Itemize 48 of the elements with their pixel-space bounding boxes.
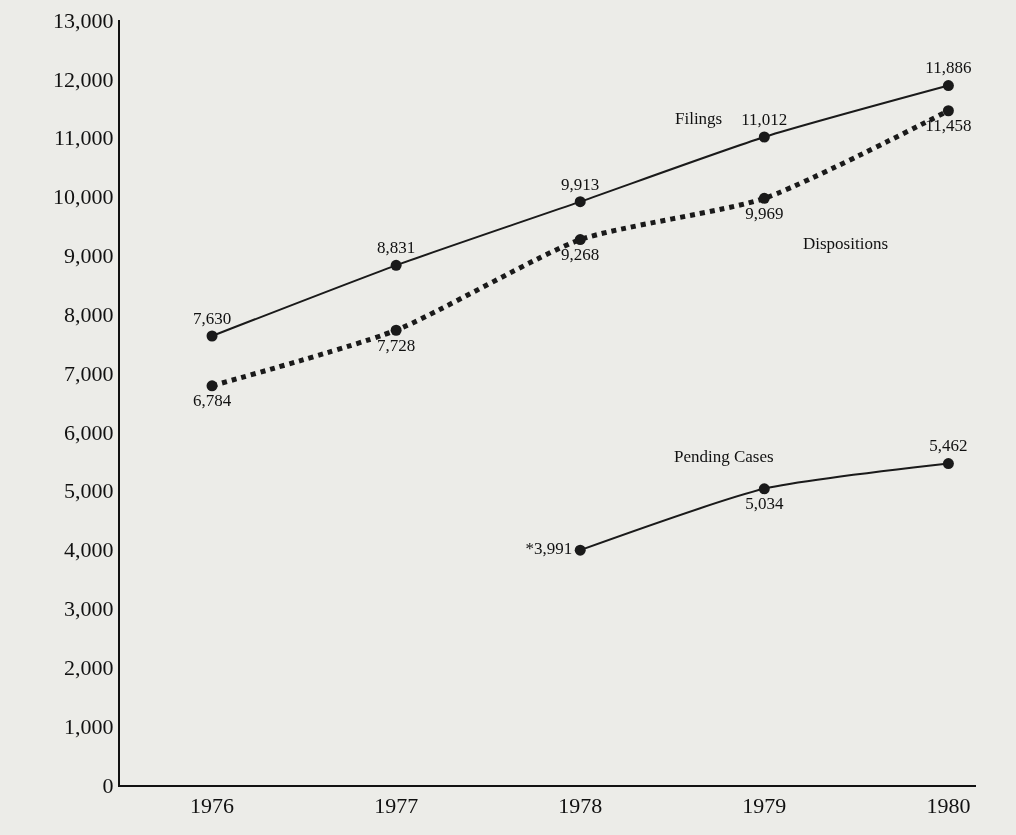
y-tick-label: 1,000 — [64, 713, 114, 739]
x-tick-label: 1978 — [558, 793, 603, 819]
point — [206, 330, 218, 342]
point — [758, 483, 770, 495]
series-label: Filings — [675, 109, 723, 128]
point — [390, 324, 402, 336]
data-label: 7,728 — [377, 335, 416, 355]
point — [574, 544, 586, 556]
series-label: Pending Cases — [674, 447, 774, 466]
y-tick-label: 13,000 — [53, 7, 114, 33]
y-tick-label: 8,000 — [64, 301, 114, 327]
x-tick-label: 1977 — [374, 793, 419, 819]
data-label: 5,462 — [929, 436, 968, 456]
x-tick-label: 1979 — [742, 793, 787, 819]
y-tick-label: 9,000 — [64, 243, 114, 269]
data-label: 9,268 — [561, 245, 600, 265]
y-tick-label: 2,000 — [64, 655, 114, 681]
y-tick-label: 3,000 — [64, 596, 114, 622]
data-label: 11,886 — [925, 58, 972, 78]
point — [574, 234, 586, 246]
point — [758, 192, 770, 204]
point — [942, 105, 954, 117]
data-label: 11,012 — [741, 109, 788, 129]
point — [758, 131, 770, 143]
x-tick-label: 1980 — [926, 793, 971, 819]
data-label: 9,913 — [561, 174, 600, 194]
data-label: 9,969 — [745, 203, 784, 223]
point — [574, 196, 586, 208]
point — [390, 259, 402, 271]
text: Dispositions — [803, 234, 889, 253]
y-tick-label: 7,000 — [64, 360, 114, 386]
y-tick-label: 5,000 — [64, 478, 114, 504]
data-label: 11,458 — [925, 116, 972, 136]
data-label: 7,630 — [192, 308, 232, 328]
y-tick-label: 4,000 — [64, 537, 114, 563]
y-tick-label: 10,000 — [53, 184, 114, 210]
x-tick-label: 1976 — [190, 793, 235, 819]
data-label: 8,831 — [377, 238, 416, 258]
data-label: *3,991 — [525, 539, 573, 559]
y-tick-label: 11,000 — [53, 125, 114, 151]
data-label: 6,784 — [192, 391, 232, 411]
point — [942, 458, 954, 470]
point — [942, 80, 954, 92]
data-label: 5,034 — [745, 494, 784, 514]
y-tick-label: 0 — [102, 772, 114, 798]
y-tick-label: 12,000 — [53, 66, 114, 92]
y-tick-label: 6,000 — [64, 419, 114, 445]
point — [206, 380, 218, 392]
